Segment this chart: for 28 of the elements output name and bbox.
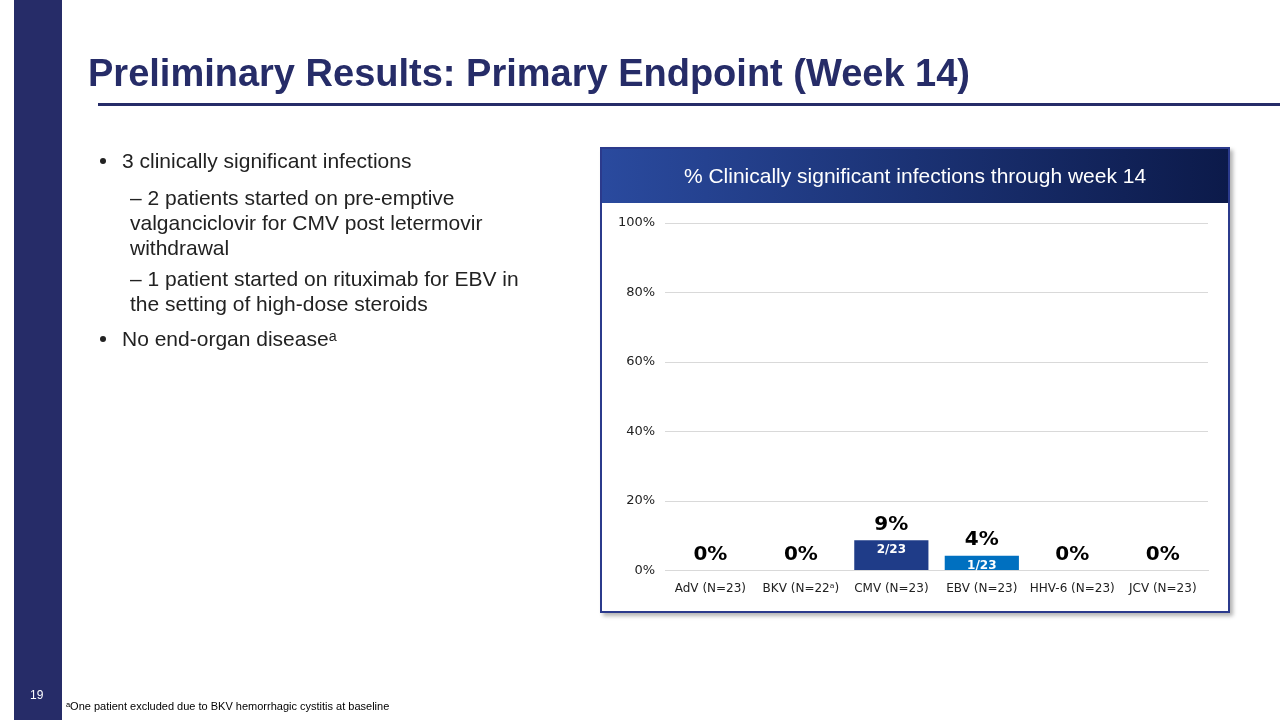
chart-title: % Clinically significant infections through week 14 xyxy=(602,149,1228,203)
data-label: 0% xyxy=(1055,540,1090,565)
text: No end-organ diseaseᵃ xyxy=(122,326,337,351)
text: – 2 patients started on pre-emptive valganciclovir for CMV post letermovir withdrawal xyxy=(130,185,484,260)
text: – 1 patient started on rituximab for EBV in the setting of high-dose steroids xyxy=(130,266,520,316)
data-label: 0% xyxy=(693,540,728,565)
annotation: 1/23 xyxy=(967,557,997,572)
data-label: 0% xyxy=(1145,540,1180,565)
data-label: 0% xyxy=(783,540,818,565)
data-label: 4% xyxy=(964,525,999,550)
y-tick-label: 100% xyxy=(617,214,656,230)
x-tick-label: EBV (N=23) xyxy=(946,580,1018,595)
text: 19 xyxy=(30,688,44,702)
y-tick-label: 80% xyxy=(626,283,656,299)
text: 3 clinically significant infections xyxy=(122,148,412,173)
x-tick-label: BKV (N=22ᵃ) xyxy=(762,580,840,595)
y-tick-label: 40% xyxy=(626,422,656,438)
text: Preliminary Results: Primary Endpoint (Week 14) xyxy=(88,52,971,95)
x-tick-label: HHV-6 (N=23) xyxy=(1029,580,1115,595)
data-label: 9% xyxy=(874,510,909,535)
y-tick-label: 0% xyxy=(634,561,656,577)
annotation: 2/23 xyxy=(876,542,907,557)
x-tick-label: CMV (N=23) xyxy=(854,580,929,595)
x-tick-label: AdV (N=23) xyxy=(674,580,747,595)
x-tick-label: JCV (N=23) xyxy=(1127,580,1197,595)
y-tick-label: 60% xyxy=(626,353,656,369)
text: ᵃOne patient excluded due to BKV hemorrhagic cystitis at baseline xyxy=(66,700,390,712)
y-tick-label: 20% xyxy=(626,492,656,508)
